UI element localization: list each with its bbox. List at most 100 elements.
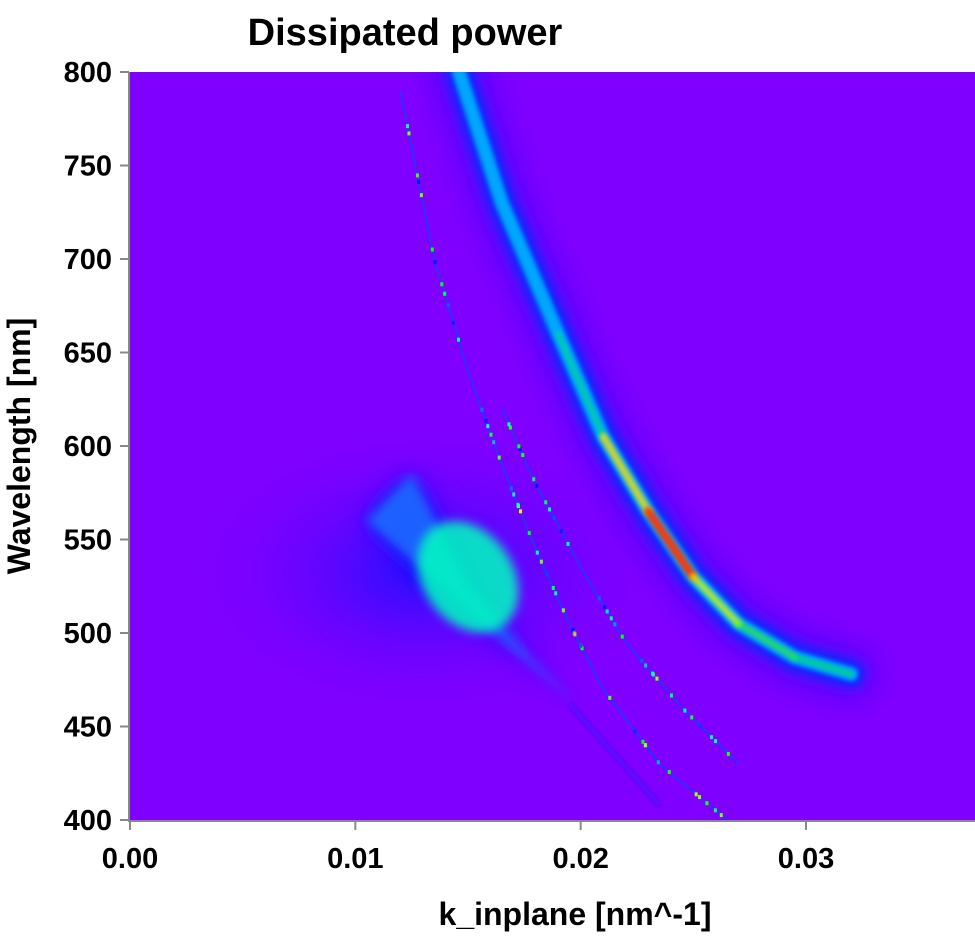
y-tick-label: 400 [64, 805, 112, 837]
sharp-mode-b-speckle [566, 541, 570, 546]
sharp-mode-a-speckle [608, 695, 612, 700]
sharp-mode-a-speckle [571, 628, 575, 633]
sharp-mode-a-speckle [451, 320, 455, 325]
sharp-mode-a-speckle [535, 550, 539, 555]
sharp-mode-b-speckle [710, 735, 714, 740]
y-axis-title: Wavelength [nm] [1, 318, 37, 575]
plasmon-lobe-core [366, 474, 577, 705]
plasmon-lobe-peak [417, 521, 519, 633]
sharp-mode-a-speckle [561, 608, 565, 613]
sharp-mode-b-speckle [683, 708, 687, 713]
sharp-mode-a-speckle [579, 643, 583, 648]
heatmap-features [183, 72, 875, 820]
sharp-mode-b-speckle [669, 693, 673, 698]
sharp-mode-b-speckle [690, 715, 694, 720]
sharp-mode-b-speckle [714, 739, 718, 744]
waveguide-mode-segment [499, 200, 561, 336]
sharp-mode-a-speckle [516, 502, 520, 507]
sharp-mode-a-speckle [509, 486, 513, 491]
y-tick-label: 700 [64, 244, 112, 276]
waveguide-mode-segment [555, 331, 606, 440]
y-tick-label: 550 [64, 525, 112, 557]
waveguide-mode-segment [456, 72, 504, 205]
sharp-mode-b-speckle [518, 447, 522, 452]
y-tick-label: 600 [64, 431, 112, 463]
axes: 0.00 0.01 0.02 0.03 400 450 500 550 600 650 700 75… [64, 57, 975, 875]
sharp-mode-b-speckle [548, 507, 552, 512]
sharp-mode-a-speckle [446, 303, 450, 308]
sharp-mode-b-speckle [508, 425, 512, 430]
sharp-mode-a-speckle [443, 291, 447, 296]
sharp-mode-b-speckle [613, 622, 617, 627]
sharp-mode-b-speckle [521, 453, 525, 458]
sharp-mode-a-speckle [527, 531, 531, 536]
waveguide-mode-segment [791, 654, 854, 677]
sharp-mode-a-speckle [415, 173, 419, 178]
chart-title: Dissipated power [248, 12, 563, 54]
sharp-mode-a-speckle [433, 260, 437, 265]
sharp-mode-b-speckle [532, 477, 536, 482]
sharp-mode-a-line [399, 90, 728, 820]
light-line [567, 702, 661, 807]
sharp-mode-a-speckle [713, 808, 717, 813]
sharp-mode-b-speckle [603, 605, 607, 610]
sharp-mode-a-speckle [440, 282, 444, 287]
sharp-mode-a-speckle [512, 492, 516, 497]
waveguide-mode-segment [643, 507, 698, 582]
sharp-mode-a-speckle [705, 801, 709, 806]
y-tick-label: 800 [64, 57, 112, 89]
sharp-mode-b-speckle [655, 676, 659, 681]
sharp-mode-b-speckle [699, 724, 703, 729]
sharp-mode-a-speckle [457, 337, 461, 342]
sharp-mode-a-speckle [417, 180, 421, 185]
sharp-mode-a-speckle [489, 432, 493, 437]
sharp-mode-b-speckle [605, 609, 609, 614]
sharp-mode-a-speckle [486, 424, 490, 429]
sharp-mode-a-speckle [492, 440, 496, 445]
x-tick-label: 0.00 [102, 843, 158, 875]
plot-area [130, 72, 975, 820]
sharp-mode-a-speckle [430, 247, 434, 252]
sharp-mode-b-speckle [644, 663, 648, 668]
sharp-mode-a-speckle [554, 591, 558, 596]
sharp-mode-a-speckle [633, 729, 637, 734]
sharp-mode-b-speckle [544, 500, 548, 505]
sharp-mode-b-speckle [620, 634, 624, 639]
sharp-mode-a-speckle [551, 585, 555, 590]
sharp-mode-a-speckle [480, 407, 484, 412]
sharp-mode-a-speckle [484, 418, 488, 423]
waveguide-mode-segment [689, 573, 743, 628]
x-tick-label: 0.02 [552, 843, 608, 875]
sharp-mode-a-speckle [667, 770, 671, 775]
sharp-mode-a-speckle [519, 509, 523, 514]
sharp-mode-a-speckle [656, 760, 660, 765]
y-tick-label: 500 [64, 618, 112, 650]
sharp-mode-b-speckle [597, 596, 601, 601]
sharp-mode-a-speckle [539, 559, 543, 564]
sharp-mode-a-speckle [580, 646, 584, 651]
sharp-mode-b-speckle [651, 671, 655, 676]
x-tick-label: 0.01 [327, 843, 383, 875]
sharp-mode-a-speckle [573, 632, 577, 637]
sharp-mode-a-speckle [407, 131, 411, 136]
sharp-mode-b-speckle [559, 529, 563, 534]
y-ticks: 400 450 500 550 600 650 700 750 800 [64, 57, 129, 837]
sharp-mode-b-speckle [726, 751, 730, 756]
sharp-mode-b-speckle [609, 616, 613, 621]
sharp-mode-a-speckle [698, 795, 702, 800]
sharp-mode-b-speckle [535, 483, 539, 488]
sharp-mode-b-speckle [507, 422, 511, 427]
sharp-mode-a-speckle [545, 571, 549, 576]
x-tick-label: 0.03 [778, 843, 834, 875]
sharp-mode-a-speckle [641, 739, 645, 744]
waveguide-mode-segment [599, 432, 653, 516]
y-tick-label: 450 [64, 712, 112, 744]
x-axis-title: k_inplane [nm^-1] [439, 896, 712, 932]
waveguide-mode-segment [735, 620, 798, 661]
sharp-mode-a-speckle [406, 124, 410, 129]
x-ticks: 0.00 0.01 0.02 0.03 [102, 821, 834, 875]
y-tick-label: 750 [64, 151, 112, 183]
y-tick-label: 650 [64, 338, 112, 370]
sharp-mode-a-speckle [419, 193, 423, 198]
